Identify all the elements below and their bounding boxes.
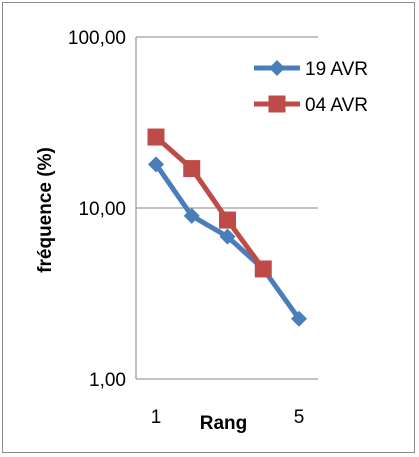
legend-entry: 04 AVR: [254, 95, 368, 116]
x-axis-title: Rang: [200, 413, 248, 434]
legend-marker: [269, 60, 285, 76]
y-tick-label: 1,00: [89, 370, 126, 391]
data-point: [291, 310, 307, 327]
data-point: [148, 156, 164, 173]
data-point: [254, 260, 272, 278]
x-tick-label: 5: [294, 407, 305, 428]
series-1: [147, 128, 272, 278]
data-point: [183, 207, 200, 224]
y-tick-label: 10,00: [78, 199, 126, 220]
data-point: [147, 128, 165, 146]
tick-labels: 1,00 10,00 100,00 1 5: [68, 28, 304, 428]
series-0: [148, 156, 307, 327]
legend-label: 04 AVR: [305, 95, 368, 116]
series-line: [154, 135, 266, 271]
legend-marker: [268, 95, 286, 113]
x-tick-label: 1: [151, 407, 162, 428]
y-axis-title: fréquence (%): [35, 147, 56, 273]
data-point: [183, 160, 201, 178]
y-tick-label: 100,00: [68, 28, 126, 49]
data-point: [219, 228, 236, 245]
legend: 19 AVR 04 AVR: [254, 59, 368, 116]
series-lines: [147, 128, 307, 327]
legend-label: 19 AVR: [305, 59, 368, 80]
data-point: [219, 211, 236, 229]
gridlines: [136, 36, 318, 380]
legend-entry: 19 AVR: [254, 59, 368, 80]
